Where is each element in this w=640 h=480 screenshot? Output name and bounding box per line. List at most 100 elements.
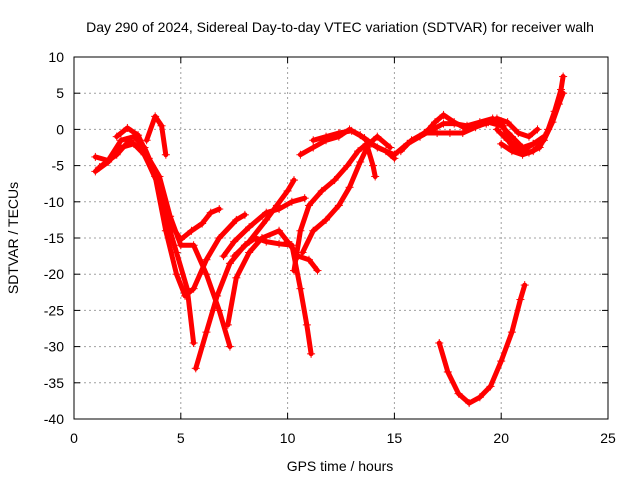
data-point (334, 201, 343, 210)
data-point (533, 125, 542, 134)
data-point (369, 161, 378, 170)
data-point (202, 328, 211, 337)
data-point (232, 215, 241, 224)
data-point (232, 273, 241, 282)
data-point (142, 136, 151, 145)
data-point (206, 208, 215, 217)
data-point (309, 226, 318, 235)
y-tick-label: 5 (56, 85, 64, 101)
y-tick-label: -20 (44, 266, 64, 282)
data-point (450, 119, 459, 128)
data-point (497, 357, 506, 366)
data-point (486, 382, 495, 391)
data-point (95, 163, 104, 172)
data-point (202, 255, 211, 264)
data-point (123, 123, 132, 132)
data-point (390, 150, 399, 159)
series-layer (91, 72, 568, 408)
data-point (300, 194, 309, 203)
data-point (183, 284, 192, 293)
data-point (317, 186, 326, 195)
data-point (354, 147, 363, 156)
series-trace-9 (231, 177, 297, 259)
data-point (230, 237, 239, 246)
data-point (298, 248, 307, 257)
data-point (296, 284, 305, 293)
data-point (198, 219, 207, 228)
data-point (215, 234, 224, 242)
y-axis-label: SDTVAR / TECUs (5, 182, 21, 294)
data-point (529, 139, 538, 148)
data-point (134, 131, 143, 140)
data-point (155, 172, 164, 181)
data-point (330, 176, 339, 185)
x-tick-label: 10 (280, 430, 296, 446)
data-point (245, 237, 254, 246)
data-point (225, 259, 234, 268)
data-point (245, 223, 254, 232)
data-point (219, 252, 228, 261)
data-point (189, 338, 198, 347)
data-point (386, 143, 395, 152)
data-point (262, 215, 271, 224)
data-point (257, 234, 266, 242)
data-point (225, 342, 234, 351)
data-point (548, 118, 557, 127)
x-tick-label: 20 (493, 430, 509, 446)
data-point (309, 143, 318, 152)
data-point (176, 241, 185, 250)
data-point (275, 239, 284, 248)
data-point (172, 270, 181, 279)
data-point (416, 132, 425, 141)
data-point (428, 125, 437, 134)
data-point (497, 139, 506, 148)
data-point (488, 114, 497, 123)
data-point (559, 72, 568, 81)
data-point (223, 320, 232, 329)
data-point (151, 112, 160, 121)
data-point (524, 132, 533, 141)
data-point (112, 132, 121, 141)
y-tick-label: 0 (56, 121, 64, 137)
data-point (373, 132, 382, 141)
data-point (91, 167, 100, 176)
y-tick-label: 10 (48, 49, 64, 65)
data-point (144, 154, 153, 163)
x-tick-label: 15 (387, 430, 403, 446)
data-point (503, 136, 512, 145)
data-point (475, 393, 484, 402)
data-point (189, 241, 198, 250)
data-point (435, 338, 444, 347)
data-point (371, 172, 380, 181)
data-point (356, 157, 365, 166)
axis-ticks (73, 56, 609, 420)
data-point (343, 161, 352, 170)
data-point (104, 156, 113, 165)
data-point (296, 226, 305, 235)
data-point (407, 136, 416, 145)
data-point (529, 147, 538, 156)
y-tick-label: -25 (44, 302, 64, 318)
x-tick-label: 25 (600, 430, 616, 446)
y-tick-label: -5 (52, 158, 65, 174)
data-point (373, 143, 382, 152)
data-point (157, 121, 166, 130)
data-point (345, 183, 354, 192)
data-point (191, 364, 200, 373)
data-point (302, 320, 311, 329)
data-point (503, 118, 512, 127)
data-point (445, 129, 454, 138)
data-point (443, 367, 452, 376)
data-point (514, 143, 523, 152)
data-point (554, 100, 563, 109)
data-point (396, 147, 405, 156)
data-point (116, 136, 125, 145)
data-point (230, 252, 239, 261)
data-point (475, 118, 484, 127)
data-point (287, 197, 296, 206)
data-point (507, 328, 516, 337)
series-trace-19 (436, 282, 528, 406)
data-point (539, 136, 548, 145)
y-tick-label: -15 (44, 230, 64, 246)
data-point (454, 389, 463, 398)
